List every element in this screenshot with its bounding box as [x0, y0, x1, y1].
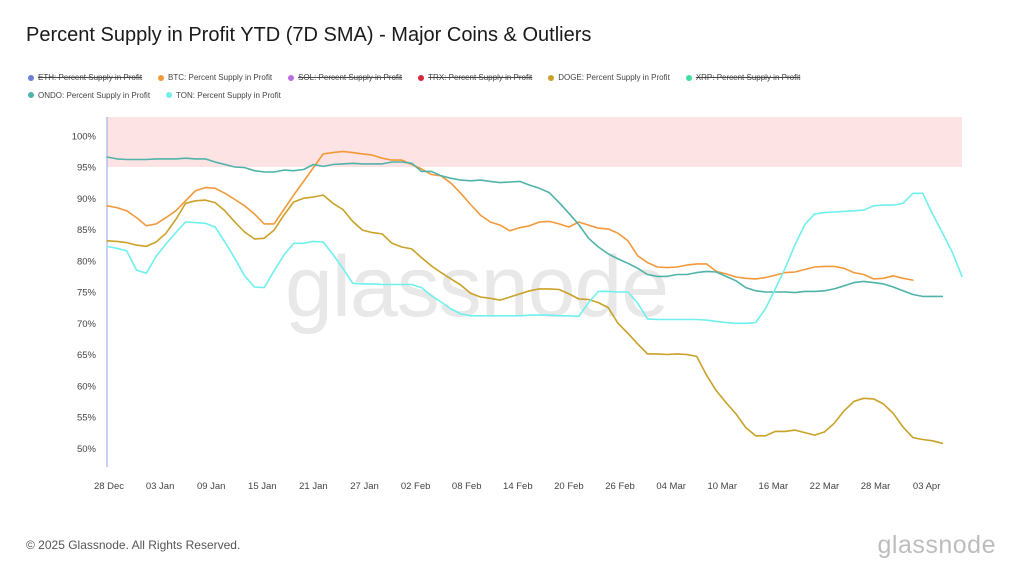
chart-title: Percent Supply in Profit YTD (7D SMA) - … [26, 24, 592, 46]
legend-label: BTC: Percent Supply in Profit [168, 73, 273, 82]
x-tick-label: 02 Feb [401, 481, 431, 492]
brand-logo: glassnode [877, 531, 996, 559]
legend-item[interactable]: XRP: Percent Supply in Profit [685, 69, 801, 86]
legend-label: SOL: Percent Supply in Profit [298, 73, 403, 82]
legend-item[interactable]: ETH: Percent Supply in Profit [28, 69, 142, 86]
y-tick-label: 60% [77, 381, 97, 392]
legend-dot-icon [548, 74, 555, 81]
x-tick-label: 28 Dec [94, 481, 124, 492]
legend-dot-icon [28, 74, 34, 81]
series-line-ondo [106, 156, 944, 298]
x-tick-label: 09 Jan [197, 481, 226, 492]
legend-item[interactable]: ONDO: Percent Supply in Profit [28, 87, 150, 104]
y-tick-label: 55% [77, 413, 97, 424]
y-tick-label: 85% [77, 225, 97, 236]
y-tick-label: 65% [77, 350, 97, 361]
legend-label: ETH: Percent Supply in Profit [38, 73, 143, 82]
legend-dot-icon [28, 92, 34, 98]
y-tick-label: 70% [77, 319, 97, 330]
x-tick-label: 03 Apr [913, 481, 940, 492]
x-tick-label: 16 Mar [759, 481, 789, 492]
legend: ETH: Percent Supply in Profit BTC: Percen… [28, 69, 928, 104]
overbought-band [107, 117, 962, 167]
x-tick-label: 03 Jan [146, 481, 175, 492]
legend-label: TRX: Percent Supply in Profit [428, 73, 533, 82]
legend-dot-icon [158, 74, 165, 81]
legend-label: TON: Percent Supply in Profit [176, 90, 281, 100]
legend-dot-icon [418, 74, 425, 81]
legend-item[interactable]: TRX: Percent Supply in Profit [418, 69, 532, 86]
x-tick-label: 15 Jan [248, 481, 277, 492]
x-tick-label: 21 Jan [299, 481, 328, 492]
x-tick-label: 22 Mar [810, 481, 840, 492]
legend-item[interactable]: SOL: Percent Supply in Profit [288, 69, 402, 86]
series-line-ton [106, 192, 963, 325]
y-tick-label: 80% [77, 256, 97, 267]
y-tick-label: 50% [77, 444, 97, 455]
x-tick-label: 20 Feb [554, 481, 584, 492]
legend-item[interactable]: DOGE: Percent Supply in Profit [548, 69, 670, 86]
x-tick-label: 14 Feb [503, 481, 533, 492]
x-tick-label: 10 Mar [707, 481, 737, 492]
copyright-footer: © 2025 Glassnode. All Rights Reserved. [26, 538, 241, 552]
y-tick-label: 90% [77, 194, 97, 205]
legend-dot-icon [288, 74, 295, 81]
y-tick-label: 100% [72, 131, 97, 142]
legend-label: XRP: Percent Supply in Profit [695, 73, 801, 82]
series-line-doge [106, 194, 944, 445]
y-tick-label: 95% [77, 163, 97, 174]
legend-label: ONDO: Percent Supply in Profit [38, 90, 151, 100]
legend-item[interactable]: BTC: Percent Supply in Profit [158, 69, 272, 86]
legend-dot-icon [685, 74, 692, 81]
legend-label: DOGE: Percent Supply in Profit [558, 73, 670, 82]
x-tick-label: 27 Jan [350, 481, 379, 492]
x-tick-label: 28 Mar [861, 481, 891, 492]
series-line-btc [106, 150, 914, 281]
x-tick-label: 04 Mar [656, 481, 686, 492]
x-tick-label: 26 Feb [605, 481, 635, 492]
legend-item[interactable]: TON: Percent Supply in Profit [166, 87, 281, 104]
legend-dot-icon [166, 92, 173, 98]
y-tick-label: 75% [77, 288, 97, 299]
x-tick-label: 08 Feb [452, 481, 482, 492]
